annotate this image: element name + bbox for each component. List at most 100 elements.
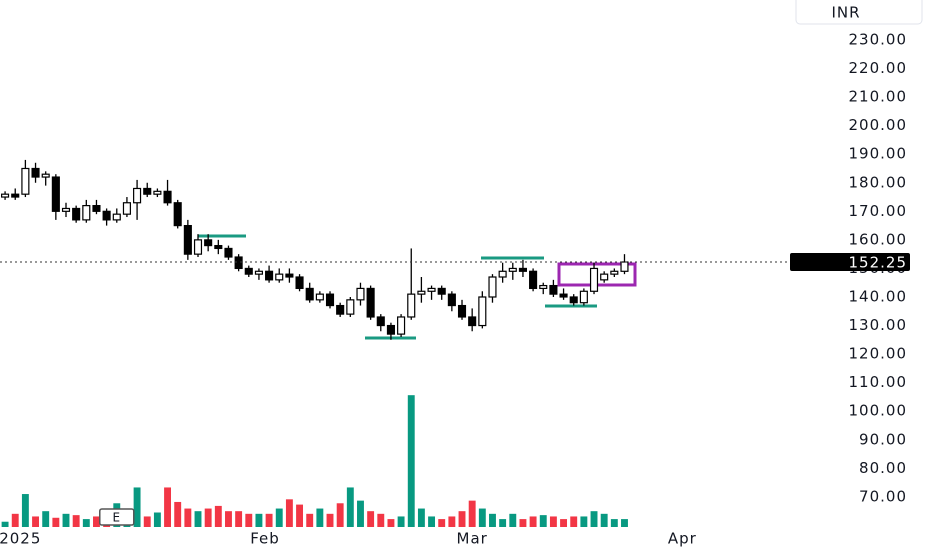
candle-body [112, 213, 121, 221]
volume-bar [468, 500, 476, 527]
volume-bar [255, 513, 263, 527]
volume-bar [529, 516, 537, 527]
candle-body [173, 202, 182, 227]
candle-body [315, 293, 324, 301]
volume-bar [21, 494, 29, 527]
candle-body [1, 193, 10, 198]
volume-bar [346, 487, 354, 527]
candle-body [61, 207, 71, 212]
volume-bar [93, 516, 100, 527]
y-tick-label: 120.00 [849, 345, 908, 363]
volume-bar [296, 504, 304, 527]
candle-body [356, 287, 365, 301]
candle-body [325, 293, 335, 307]
volume-bar [52, 517, 60, 527]
volume-bar [285, 499, 293, 527]
volume-bar [357, 500, 364, 527]
volume-bar [316, 508, 324, 527]
volume-bar [499, 519, 507, 527]
candle-body [11, 193, 20, 198]
candle-body [508, 267, 517, 272]
candle-body [397, 316, 406, 335]
candle-body [457, 304, 467, 318]
volume-bar [62, 513, 70, 527]
y-tick-label: 220.00 [849, 59, 908, 77]
candle-body [51, 176, 60, 212]
candle-body [21, 167, 30, 195]
volume-bar [570, 516, 578, 527]
y-tick-label: 80.00 [859, 459, 907, 477]
candle-body [488, 276, 497, 298]
volume-bar [489, 513, 496, 527]
x-tick-label: Apr [668, 530, 697, 548]
volume-bar [204, 508, 212, 527]
volume-bar [275, 508, 283, 527]
volume-bar [245, 513, 253, 527]
candle-body [183, 224, 192, 255]
y-tick-label: 210.00 [849, 88, 908, 106]
candle-body [41, 173, 50, 178]
candle-body [376, 316, 385, 327]
volume-bar [184, 508, 192, 527]
candle-body [366, 287, 375, 318]
candle-body [600, 273, 609, 281]
candle-body [265, 270, 274, 281]
volume-bar [143, 516, 151, 527]
volume-bar [326, 513, 334, 527]
candle-body [417, 290, 426, 295]
y-tick-label: 70.00 [859, 487, 907, 505]
candle-body [427, 287, 436, 292]
candle-body [529, 270, 538, 290]
candle-body [204, 239, 213, 247]
volume-bar [265, 513, 273, 527]
volume-bar [407, 395, 415, 527]
volume-bar [387, 519, 395, 527]
volume-bar [448, 516, 456, 527]
volume-bar [11, 513, 19, 527]
candle-body [610, 270, 619, 275]
event-marker: E [112, 511, 121, 525]
volume-bar [478, 508, 486, 527]
volume-bar [42, 511, 50, 527]
volume-bar [194, 511, 202, 527]
last-price-label: 152.25 [849, 254, 908, 272]
volume-bar [397, 516, 405, 527]
candle-body [579, 290, 588, 304]
candle-body [620, 261, 629, 272]
candle-body [254, 270, 263, 275]
y-tick-label: 180.00 [849, 173, 908, 191]
volume-bar [225, 511, 232, 527]
volume-bar [164, 487, 171, 527]
y-tick-label: 110.00 [849, 373, 908, 391]
candle-body [143, 187, 152, 195]
candle-body [295, 276, 304, 290]
candle-body [234, 256, 243, 270]
candle-body [193, 239, 203, 255]
candle-body [122, 202, 131, 215]
x-tick-label: Mar [457, 530, 488, 548]
volume-bar [560, 519, 568, 527]
volume-bar [590, 511, 598, 527]
volume-bar [214, 505, 222, 527]
candle-body [346, 299, 355, 315]
volume-bar [82, 519, 90, 527]
volume-bar [235, 511, 243, 527]
y-tick-label: 100.00 [849, 402, 908, 420]
candle-body [275, 273, 284, 281]
y-tick-label: 230.00 [849, 30, 908, 48]
candle-body [163, 190, 172, 204]
x-tick-label: Feb [250, 530, 280, 548]
volume-bar [438, 519, 446, 527]
candle-body [102, 210, 111, 221]
volume-bar [610, 519, 618, 527]
y-tick-label: 200.00 [849, 116, 908, 134]
candle-body [559, 293, 568, 298]
y-tick-label: 130.00 [849, 316, 908, 334]
y-tick-label: 90.00 [859, 430, 907, 448]
volume-bar [133, 487, 141, 527]
volume-bar [306, 513, 314, 527]
y-tick-label: 190.00 [849, 145, 908, 163]
volume-bar [174, 501, 182, 527]
candle-body [478, 296, 487, 327]
